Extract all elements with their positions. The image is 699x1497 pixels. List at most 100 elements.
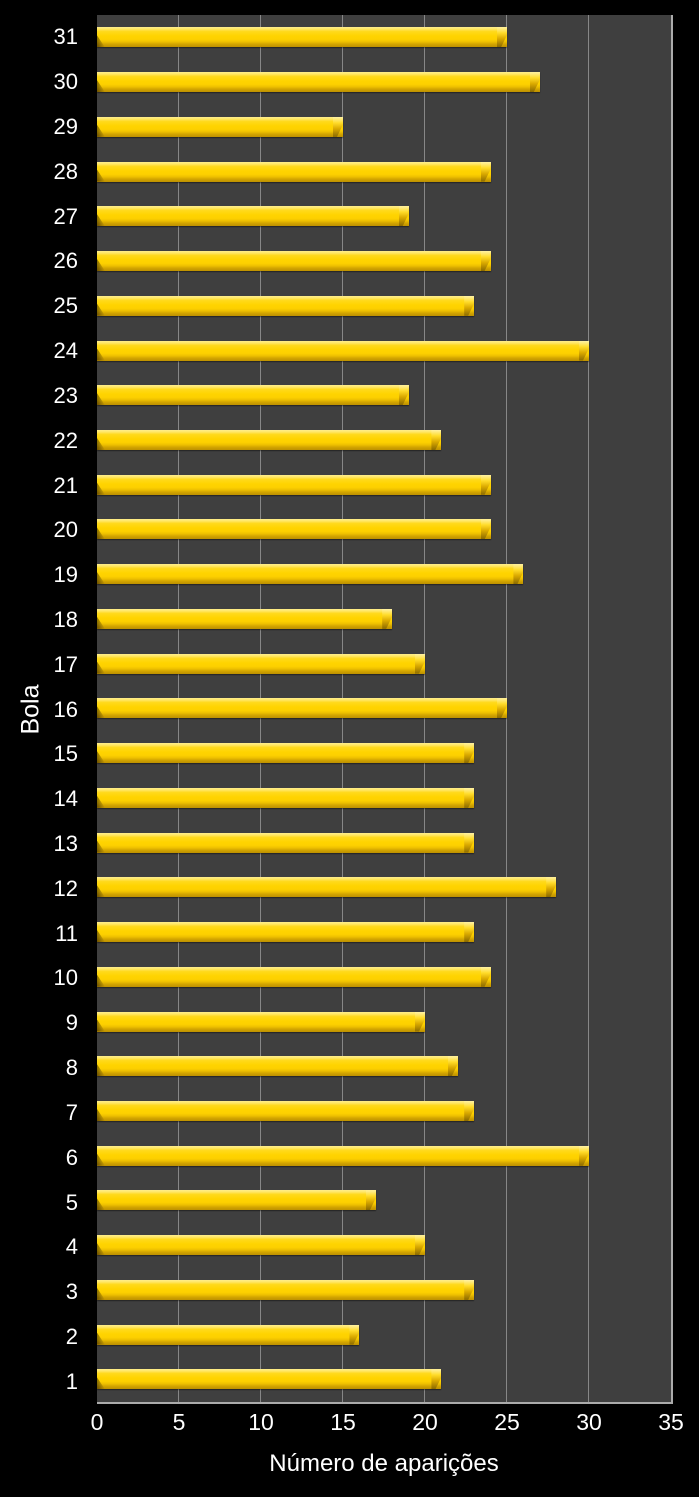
- bar-row: [97, 194, 671, 239]
- bar-bola-22: [97, 429, 442, 450]
- y-tick-label-4: 4: [65, 1234, 78, 1260]
- bar-row: [97, 60, 671, 105]
- bar-bola-13: [97, 832, 475, 853]
- bar-row: [97, 597, 671, 642]
- y-tick-label-10: 10: [53, 965, 78, 991]
- bar-row: [97, 686, 671, 731]
- x-tick-label-5: 5: [172, 1409, 186, 1435]
- y-tick-label-26: 26: [53, 248, 78, 274]
- y-tick-label-14: 14: [53, 786, 78, 812]
- bar-bola-20: [97, 519, 491, 540]
- bar-row: [97, 1133, 671, 1178]
- y-tick-label-25: 25: [53, 293, 78, 319]
- bar-row: [97, 15, 671, 60]
- y-tick-label-29: 29: [53, 114, 78, 140]
- x-tick-label-0: 0: [90, 1409, 104, 1435]
- bar-bola-17: [97, 653, 425, 674]
- y-tick-label-7: 7: [65, 1099, 78, 1125]
- y-tick-label-23: 23: [53, 382, 78, 408]
- bar-bola-30: [97, 72, 540, 93]
- y-tick-label-13: 13: [53, 831, 78, 857]
- y-tick-label-9: 9: [65, 1010, 78, 1036]
- bar-bola-24: [97, 340, 589, 361]
- bar-bola-6: [97, 1145, 589, 1166]
- bar-row: [97, 1312, 671, 1357]
- y-tick-label-5: 5: [65, 1189, 78, 1215]
- y-tick-label-27: 27: [53, 203, 78, 229]
- bar-row: [97, 239, 671, 284]
- bar-row: [97, 373, 671, 418]
- y-tick-label-16: 16: [53, 696, 78, 722]
- bar-row: [97, 731, 671, 776]
- x-tick-label-20: 20: [412, 1409, 438, 1435]
- bar-row: [97, 462, 671, 507]
- bar-bola-8: [97, 1056, 458, 1077]
- bar-bola-28: [97, 161, 491, 182]
- bar-row: [97, 149, 671, 194]
- bar-bola-9: [97, 1011, 425, 1032]
- x-tick-label-15: 15: [330, 1409, 356, 1435]
- bar-row: [97, 954, 671, 999]
- y-tick-label-2: 2: [65, 1323, 78, 1349]
- bar-row: [97, 1089, 671, 1134]
- gridline-30: [588, 15, 589, 1402]
- x-tick-label-25: 25: [494, 1409, 520, 1435]
- y-tick-label-8: 8: [65, 1055, 78, 1081]
- bar-row: [97, 283, 671, 328]
- bar-bola-23: [97, 385, 409, 406]
- x-tick-label-35: 35: [658, 1409, 684, 1435]
- y-tick-label-22: 22: [53, 427, 78, 453]
- y-tick-label-30: 30: [53, 69, 78, 95]
- bar-bola-21: [97, 474, 491, 495]
- bar-bola-11: [97, 922, 475, 943]
- bar-row: [97, 507, 671, 552]
- y-tick-label-31: 31: [53, 24, 78, 50]
- x-tick-label-30: 30: [576, 1409, 602, 1435]
- y-tick-label-19: 19: [53, 562, 78, 588]
- bar-row: [97, 865, 671, 910]
- bar-row: [97, 104, 671, 149]
- bar-bola-12: [97, 877, 557, 898]
- bar-row: [97, 328, 671, 373]
- y-tick-label-1: 1: [65, 1368, 78, 1394]
- bar-bola-15: [97, 743, 475, 764]
- bar-bola-16: [97, 698, 507, 719]
- bar-row: [97, 418, 671, 463]
- y-tick-label-17: 17: [53, 651, 78, 677]
- bar-bola-4: [97, 1235, 425, 1256]
- y-tick-label-24: 24: [53, 338, 78, 364]
- bar-row: [97, 641, 671, 686]
- bar-row: [97, 552, 671, 597]
- y-tick-label-21: 21: [53, 472, 78, 498]
- bar-row: [97, 1223, 671, 1268]
- bar-row: [97, 1357, 671, 1402]
- bar-row: [97, 1268, 671, 1313]
- bar-bola-10: [97, 966, 491, 987]
- bar-bola-7: [97, 1100, 475, 1121]
- bar-bola-14: [97, 787, 475, 808]
- bar-bola-29: [97, 116, 343, 137]
- y-tick-label-18: 18: [53, 606, 78, 632]
- y-tick-label-20: 20: [53, 517, 78, 543]
- y-tick-label-6: 6: [65, 1144, 78, 1170]
- bar-row: [97, 999, 671, 1044]
- bar-row: [97, 775, 671, 820]
- y-tick-label-15: 15: [53, 741, 78, 767]
- y-axis-tick-labels: 31 30 29 28 27 26 25 24 23 22 21 20 19 18 17 16 15 14 13 12…: [0, 15, 86, 1404]
- bar-row: [97, 820, 671, 865]
- bar-bola-26: [97, 251, 491, 272]
- bar-row: [97, 1178, 671, 1223]
- bar-bola-2: [97, 1324, 360, 1345]
- bar-bola-18: [97, 608, 393, 629]
- bar-bola-5: [97, 1190, 376, 1211]
- bar-bola-19: [97, 564, 524, 585]
- bar-row: [97, 910, 671, 955]
- bar-bola-1: [97, 1369, 442, 1390]
- plot-area: [97, 15, 673, 1404]
- x-axis-title: Número de aparições: [269, 1450, 499, 1477]
- y-tick-label-3: 3: [65, 1279, 78, 1305]
- bar-row: [97, 1044, 671, 1089]
- bar-bola-31: [97, 27, 507, 48]
- bar-bola-25: [97, 295, 475, 316]
